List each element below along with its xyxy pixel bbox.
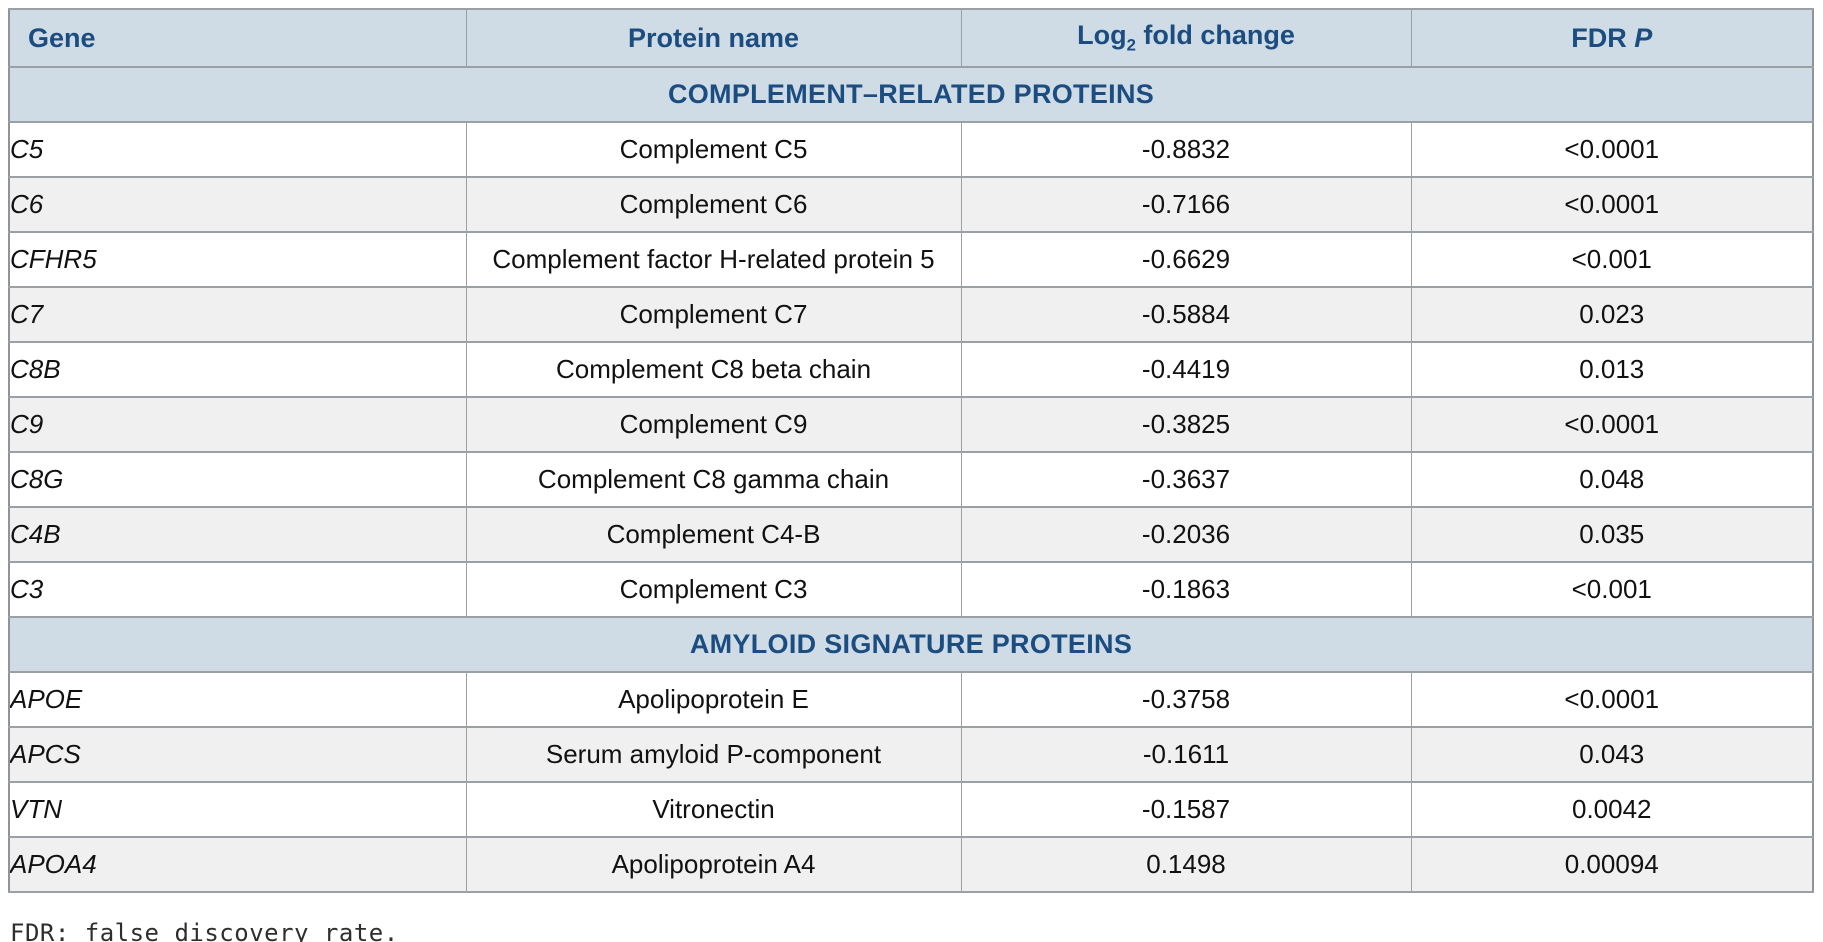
protein-cell: Apolipoprotein E <box>465 671 962 728</box>
log2fc-cell: -0.6629 <box>960 231 1412 288</box>
gene-cell: APOA4 <box>8 836 467 893</box>
gene-cell: VTN <box>8 781 467 838</box>
log2fc-cell: -0.1587 <box>960 781 1412 838</box>
header-row: Gene Protein name Log2 fold change FDR P <box>8 8 1814 68</box>
log2fc-cell: -0.7166 <box>960 176 1412 233</box>
gene-cell: C3 <box>8 561 467 618</box>
section-title: AMYLOID SIGNATURE PROTEINS <box>8 616 1814 673</box>
fdr-p-cell: 0.023 <box>1410 286 1814 343</box>
column-header-gene: Gene <box>8 8 467 68</box>
log2fc-cell: -0.1611 <box>960 726 1412 783</box>
fdr-p-cell: 0.00094 <box>1410 836 1814 893</box>
protein-table: Gene Protein name Log2 fold change FDR P… <box>8 8 1814 893</box>
column-header-fdr-p: FDR P <box>1410 8 1814 68</box>
fdr-p-cell: <0.001 <box>1410 231 1814 288</box>
section-header-row: AMYLOID SIGNATURE PROTEINS <box>8 616 1814 673</box>
table-row: C8G Complement C8 gamma chain -0.3637 0.048 <box>8 451 1814 508</box>
table-row: C3 Complement C3 -0.1863 <0.001 <box>8 561 1814 618</box>
log2-prefix: Log <box>1077 20 1127 51</box>
log2fc-cell: -0.3637 <box>960 451 1412 508</box>
table-row: C4B Complement C4-B -0.2036 0.035 <box>8 506 1814 563</box>
table-row: VTN Vitronectin -0.1587 0.0042 <box>8 781 1814 838</box>
gene-cell: C4B <box>8 506 467 563</box>
column-header-protein-name: Protein name <box>465 8 962 68</box>
footnote: FDR: false discovery rate. <box>10 919 399 942</box>
protein-cell: Complement C4-B <box>465 506 962 563</box>
log2fc-cell: -0.3825 <box>960 396 1412 453</box>
log2fc-cell: -0.2036 <box>960 506 1412 563</box>
protein-cell: Complement C9 <box>465 396 962 453</box>
table-row: CFHR5 Complement factor H-related protein… <box>8 231 1814 288</box>
table-row: C8B Complement C8 beta chain -0.4419 0.013 <box>8 341 1814 398</box>
protein-cell: Apolipoprotein A4 <box>465 836 962 893</box>
table-row: APOE Apolipoprotein E -0.3758 <0.0001 <box>8 671 1814 728</box>
fdr-p-cell: <0.0001 <box>1410 121 1814 178</box>
fdr-prefix: FDR <box>1571 22 1635 53</box>
gene-cell: C7 <box>8 286 467 343</box>
table-row: C6 Complement C6 -0.7166 <0.0001 <box>8 176 1814 233</box>
table-row: C5 Complement C5 -0.8832 <0.0001 <box>8 121 1814 178</box>
fdr-p-cell: 0.035 <box>1410 506 1814 563</box>
protein-cell: Complement C7 <box>465 286 962 343</box>
section-header-row: COMPLEMENT–RELATED PROTEINS <box>8 66 1814 123</box>
protein-cell: Complement C8 beta chain <box>465 341 962 398</box>
table-row: APCS Serum amyloid P-component -0.1611 0.04… <box>8 726 1814 783</box>
protein-cell: Complement C6 <box>465 176 962 233</box>
gene-cell: C6 <box>8 176 467 233</box>
column-header-log2-fold-change: Log2 fold change <box>960 8 1412 68</box>
gene-cell: C9 <box>8 396 467 453</box>
fdr-p-cell: <0.001 <box>1410 561 1814 618</box>
protein-cell: Complement factor H-related protein 5 <box>465 231 962 288</box>
log2-subscript: 2 <box>1126 35 1136 55</box>
log2fc-cell: 0.1498 <box>960 836 1412 893</box>
gene-cell: CFHR5 <box>8 231 467 288</box>
gene-cell: C8G <box>8 451 467 508</box>
fdr-p-cell: <0.0001 <box>1410 396 1814 453</box>
log2fc-cell: -0.4419 <box>960 341 1412 398</box>
gene-cell: C5 <box>8 121 467 178</box>
fdr-p-cell: 0.048 <box>1410 451 1814 508</box>
log2-suffix: fold change <box>1135 20 1295 51</box>
fdr-p-cell: 0.0042 <box>1410 781 1814 838</box>
protein-cell: Complement C5 <box>465 121 962 178</box>
gene-cell: C8B <box>8 341 467 398</box>
table-row: APOA4 Apolipoprotein A4 0.1498 0.00094 <box>8 836 1814 893</box>
fdr-p-symbol: P <box>1634 22 1653 53</box>
log2fc-cell: -0.3758 <box>960 671 1412 728</box>
fdr-p-cell: 0.043 <box>1410 726 1814 783</box>
section-title: COMPLEMENT–RELATED PROTEINS <box>8 66 1814 123</box>
log2fc-cell: -0.5884 <box>960 286 1412 343</box>
log2fc-cell: -0.8832 <box>960 121 1412 178</box>
protein-cell: Serum amyloid P-component <box>465 726 962 783</box>
protein-cell: Complement C8 gamma chain <box>465 451 962 508</box>
protein-cell: Complement C3 <box>465 561 962 618</box>
fdr-p-cell: 0.013 <box>1410 341 1814 398</box>
protein-cell: Vitronectin <box>465 781 962 838</box>
table-row: C9 Complement C9 -0.3825 <0.0001 <box>8 396 1814 453</box>
table-row: C7 Complement C7 -0.5884 0.023 <box>8 286 1814 343</box>
log2fc-cell: -0.1863 <box>960 561 1412 618</box>
gene-cell: APOE <box>8 671 467 728</box>
fdr-p-cell: <0.0001 <box>1410 176 1814 233</box>
fdr-p-cell: <0.0001 <box>1410 671 1814 728</box>
gene-cell: APCS <box>8 726 467 783</box>
